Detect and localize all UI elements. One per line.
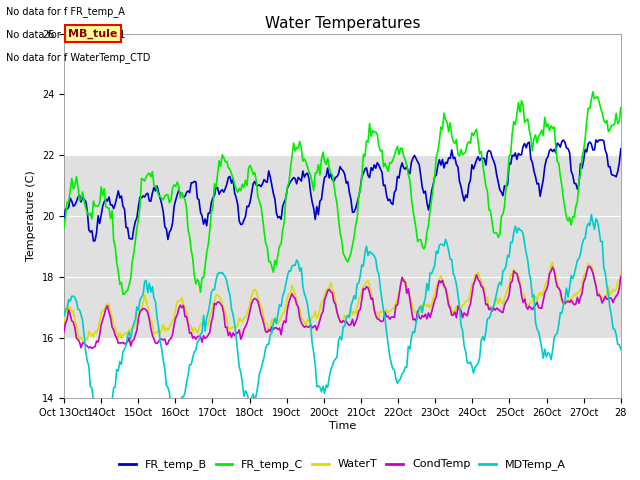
Line: WaterT: WaterT — [64, 263, 621, 341]
CondTemp — [589, 270, 596, 276]
WaterT — [130, 325, 138, 331]
FR_temp_C — [255, 199, 263, 204]
FR_temp_B — [90, 238, 97, 244]
FR_temp_B — [589, 147, 596, 153]
MDTemp_A — [100, 423, 108, 429]
MDTemp_A — [246, 401, 254, 407]
CondTemp — [88, 346, 96, 351]
CondTemp — [586, 264, 594, 269]
MDTemp_A — [255, 371, 263, 376]
FR_temp_C — [589, 89, 596, 95]
CondTemp — [60, 329, 68, 335]
WaterT — [81, 338, 88, 344]
WaterT — [548, 260, 556, 265]
CondTemp — [130, 337, 138, 343]
FR_temp_C — [130, 251, 138, 256]
WaterT — [246, 300, 254, 305]
Text: No data for f FD_Temp_1: No data for f FD_Temp_1 — [6, 29, 126, 40]
FR_temp_B — [228, 180, 236, 186]
FR_temp_B — [60, 215, 68, 221]
Line: FR_temp_C: FR_temp_C — [64, 92, 621, 294]
MDTemp_A — [228, 306, 236, 312]
CondTemp — [228, 335, 236, 340]
WaterT — [589, 266, 596, 272]
Bar — [64, 155, 621, 337]
Text: No data for f FR_temp_A: No data for f FR_temp_A — [6, 6, 125, 17]
MDTemp_A — [617, 347, 625, 352]
FR_temp_C — [60, 225, 68, 231]
CondTemp — [617, 274, 625, 280]
MDTemp_A — [60, 313, 68, 319]
FR_temp_B — [255, 182, 263, 188]
FR_temp_C — [228, 171, 236, 177]
WaterT — [617, 271, 625, 277]
WaterT — [228, 325, 236, 331]
FR_temp_B — [246, 199, 254, 204]
FR_temp_B — [617, 146, 625, 152]
FR_temp_C — [246, 163, 254, 168]
Line: MDTemp_A: MDTemp_A — [64, 215, 621, 426]
Text: MB_tule: MB_tule — [68, 28, 118, 39]
Title: Water Temperatures: Water Temperatures — [265, 16, 420, 31]
MDTemp_A — [588, 212, 595, 217]
Y-axis label: Temperature (C): Temperature (C) — [26, 170, 36, 262]
FR_temp_B — [559, 137, 567, 143]
CondTemp — [246, 307, 254, 313]
CondTemp — [305, 324, 313, 330]
Line: FR_temp_B: FR_temp_B — [64, 140, 621, 241]
WaterT — [60, 320, 68, 325]
FR_temp_B — [305, 176, 313, 182]
MDTemp_A — [305, 313, 313, 319]
FR_temp_C — [119, 291, 127, 297]
MDTemp_A — [589, 219, 596, 225]
Line: CondTemp: CondTemp — [64, 266, 621, 348]
Legend: FR_temp_B, FR_temp_C, WaterT, CondTemp, MDTemp_A: FR_temp_B, FR_temp_C, WaterT, CondTemp, … — [115, 455, 570, 475]
FR_temp_C — [305, 169, 313, 175]
Text: No data for f WaterTemp_CTD: No data for f WaterTemp_CTD — [6, 52, 151, 63]
WaterT — [255, 300, 263, 305]
CondTemp — [255, 304, 263, 310]
X-axis label: Time: Time — [329, 421, 356, 431]
FR_temp_C — [588, 96, 595, 102]
WaterT — [305, 318, 313, 324]
FR_temp_C — [617, 105, 625, 111]
MDTemp_A — [130, 320, 138, 326]
FR_temp_B — [130, 226, 138, 231]
